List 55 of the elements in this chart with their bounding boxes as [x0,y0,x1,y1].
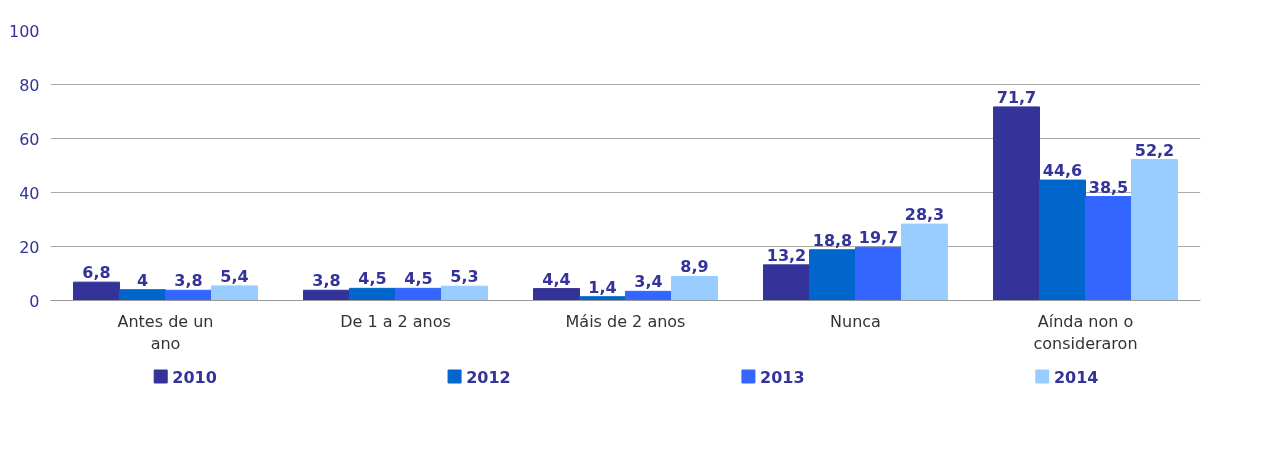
data-label: 4 [136,270,149,290]
data-label: 44,6 [1042,161,1083,181]
data-label: 4,5 [404,269,433,289]
bar [855,246,902,301]
x-tick-label: Máis de 2 anos [565,311,686,331]
x-tick-label: Aínda non o consideraron [1033,311,1138,354]
data-label: 4,5 [358,269,387,289]
x-tick-label: Nunca [830,311,881,331]
y-tick-label: 20 [19,237,40,257]
data-label: 5,4 [220,266,249,286]
bar [1131,159,1178,301]
legend-label: 2013 [760,367,805,387]
data-label: 6,8 [82,263,111,283]
y-tick-label: 80 [19,75,40,95]
bar [625,290,672,301]
bar [119,289,166,301]
y-tick-label: 40 [19,183,40,203]
data-label: 28,3 [904,205,945,225]
data-label: 5,3 [450,267,479,287]
bar [1085,196,1132,301]
bar [349,287,396,301]
data-label: 3,4 [634,272,663,292]
data-label: 3,8 [312,271,341,291]
x-tick-label: Antes de un ano [117,311,214,354]
bar [211,285,258,301]
data-label: 52,2 [1134,140,1175,160]
bar [303,289,350,301]
y-tick-label: 100 [8,21,40,41]
data-label: 1,4 [588,277,617,297]
bar [901,223,948,301]
bar [165,289,212,301]
data-label: 19,7 [858,228,899,248]
data-label: 71,7 [996,87,1037,107]
y-tick-label: 60 [19,129,40,149]
bar [533,288,580,301]
data-label: 8,9 [680,257,709,277]
bar [671,275,718,301]
data-label: 38,5 [1088,177,1129,197]
x-tick-label: De 1 a 2 anos [340,311,451,331]
legend-label: 2014 [1053,367,1099,387]
data-label: 4,4 [542,269,571,289]
bar [993,106,1040,301]
bar [73,281,120,301]
data-label: 18,8 [812,230,853,250]
bar [579,296,626,301]
data-label: 3,8 [174,271,203,291]
data-label: 13,2 [766,245,807,265]
bar [395,287,442,301]
bar [1039,179,1086,301]
legend-label: 2012 [466,367,511,387]
bar [441,285,488,301]
bar [763,264,810,301]
legend-label: 2010 [172,367,217,387]
y-tick-label: 0 [29,291,40,311]
bar [809,249,856,301]
